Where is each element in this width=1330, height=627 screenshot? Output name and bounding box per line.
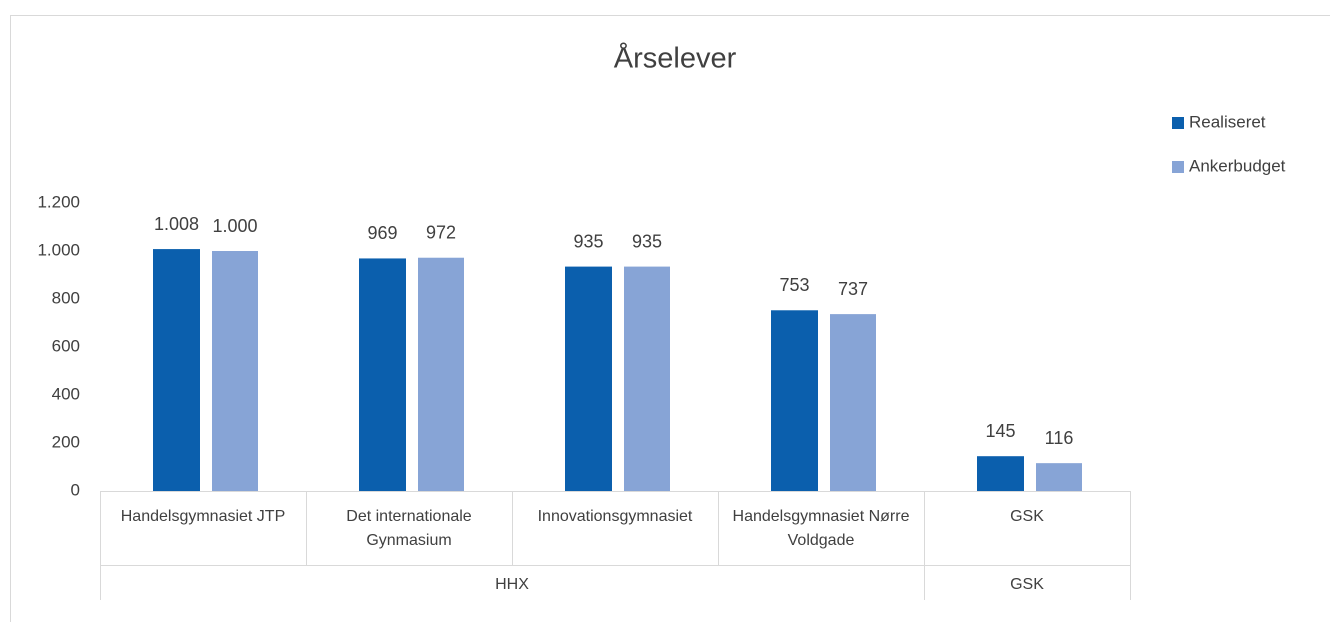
chart-title: Årselever	[614, 42, 737, 75]
x-tick-label-box: Handelsgymnasiet JTP	[105, 505, 301, 565]
bar	[771, 310, 818, 491]
y-tick-label: 600	[52, 336, 80, 355]
y-tick-label: 400	[52, 384, 80, 403]
bar	[977, 456, 1024, 491]
y-tick-label: 1.200	[37, 192, 80, 211]
x-tick-label-box: Handelsgymnasiet Nørre Voldgade	[723, 505, 919, 565]
data-label: 972	[426, 222, 456, 242]
legend-label: Realiseret	[1189, 112, 1266, 131]
x-tick-label: Handelsgymnasiet JTP	[105, 505, 301, 529]
y-tick-label: 200	[52, 432, 80, 451]
legend-swatch	[1172, 117, 1184, 129]
data-label: 969	[367, 223, 397, 243]
data-label: 145	[985, 421, 1015, 441]
x-tick-label-box: GSK	[929, 505, 1125, 565]
x-tick-label: Innovationsgymnasiet	[517, 505, 713, 529]
bar	[830, 314, 876, 491]
bar	[212, 251, 258, 491]
bar	[565, 267, 612, 491]
legend-label: Ankerbudget	[1189, 156, 1286, 175]
data-label: 116	[1045, 428, 1074, 448]
data-label: 753	[779, 275, 809, 295]
x-tick-label: Handelsgymnasiet Nørre Voldgade	[723, 505, 919, 553]
x-tick-label-box: Det internationale Gynmasium	[311, 505, 507, 565]
data-label: 935	[573, 231, 603, 251]
bar	[624, 267, 670, 491]
data-label: 1.008	[154, 214, 199, 234]
bar	[153, 249, 200, 491]
data-label: 1.000	[212, 216, 257, 236]
bar	[359, 258, 406, 491]
group-label: GSK	[1010, 576, 1044, 593]
y-tick-label: 1.000	[37, 240, 80, 259]
group-label: HHX	[495, 576, 529, 593]
y-tick-label: 800	[52, 288, 80, 307]
x-tick-label-box: Innovationsgymnasiet	[517, 505, 713, 565]
bar	[418, 258, 464, 491]
data-label: 737	[838, 279, 868, 299]
x-tick-label: Det internationale Gynmasium	[311, 505, 507, 553]
y-tick-label: 0	[71, 480, 80, 499]
legend-swatch	[1172, 161, 1184, 173]
data-label: 935	[632, 231, 662, 251]
bar	[1036, 463, 1082, 491]
x-tick-label: GSK	[929, 505, 1125, 529]
